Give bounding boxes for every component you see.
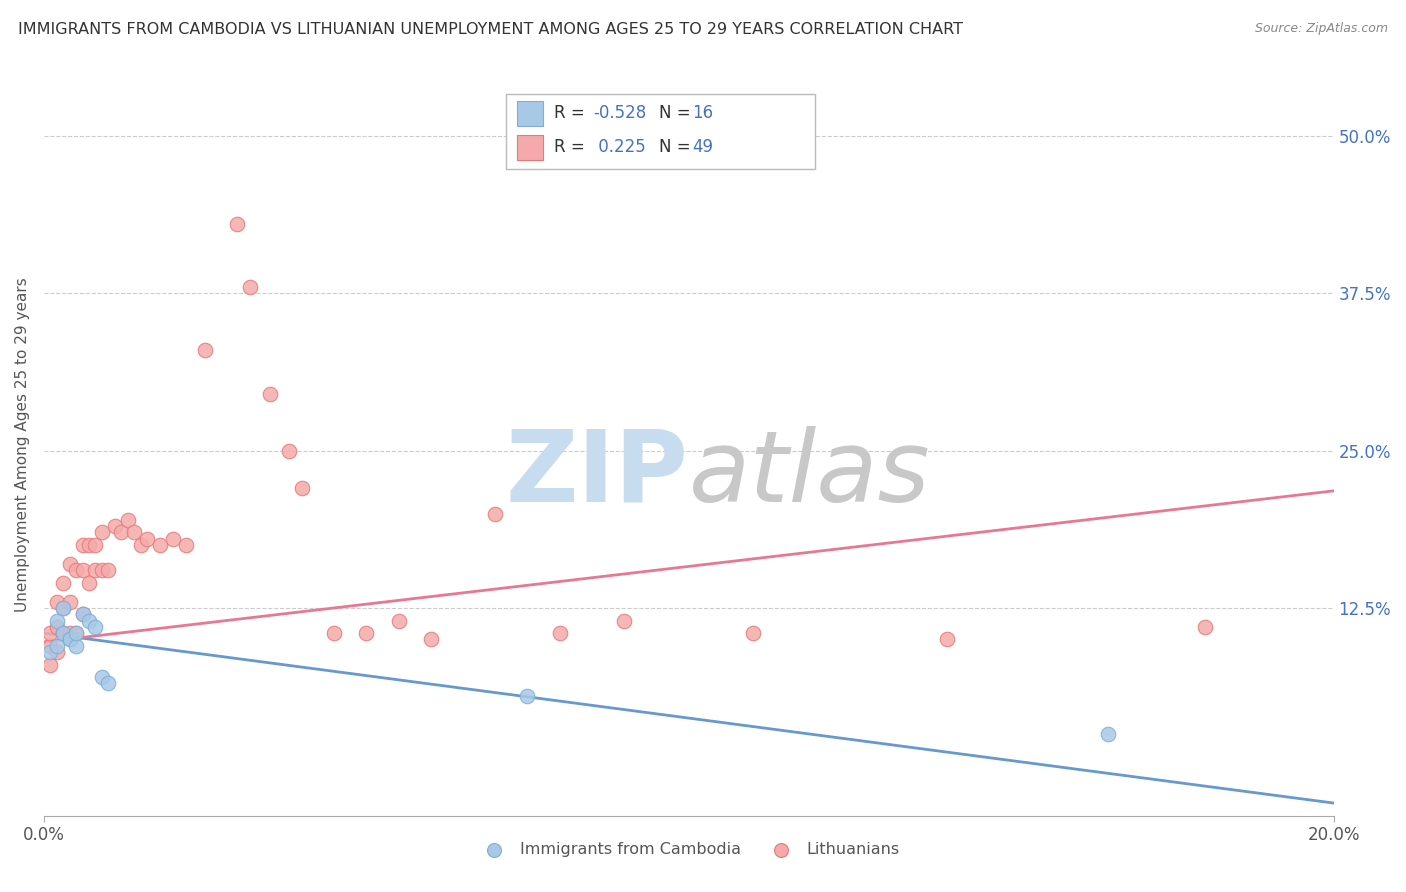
- Point: [72, 607, 94, 622]
- Point: [39, 657, 62, 672]
- Point: [72, 538, 94, 552]
- Point: [90, 563, 112, 577]
- Point: [419, 632, 441, 647]
- Point: [59, 632, 82, 647]
- Point: [72, 563, 94, 577]
- Point: [162, 532, 184, 546]
- Point: [117, 513, 139, 527]
- Point: [90, 670, 112, 684]
- Point: [104, 519, 127, 533]
- Legend: Immigrants from Cambodia, Lithuanians: Immigrants from Cambodia, Lithuanians: [472, 836, 905, 863]
- Text: R =: R =: [554, 138, 591, 156]
- Point: [52, 626, 75, 640]
- Point: [52, 575, 75, 590]
- Text: ZIP: ZIP: [506, 425, 689, 523]
- Point: [52, 601, 75, 615]
- Y-axis label: Unemployment Among Ages 25 to 29 years: Unemployment Among Ages 25 to 29 years: [15, 277, 30, 612]
- Text: IMMIGRANTS FROM CAMBODIA VS LITHUANIAN UNEMPLOYMENT AMONG AGES 25 TO 29 YEARS CO: IMMIGRANTS FROM CAMBODIA VS LITHUANIAN U…: [18, 22, 963, 37]
- Point: [387, 614, 409, 628]
- Point: [39, 626, 62, 640]
- Point: [174, 538, 197, 552]
- Point: [39, 639, 62, 653]
- Point: [239, 280, 262, 294]
- Point: [226, 217, 249, 231]
- Point: [84, 563, 107, 577]
- Point: [72, 607, 94, 622]
- Point: [935, 632, 957, 647]
- Point: [484, 507, 506, 521]
- Point: [323, 626, 346, 640]
- Point: [84, 538, 107, 552]
- Point: [1097, 727, 1119, 741]
- Point: [149, 538, 172, 552]
- Point: [110, 525, 132, 540]
- Point: [52, 601, 75, 615]
- Point: [97, 563, 120, 577]
- Point: [59, 557, 82, 571]
- Point: [742, 626, 765, 640]
- Point: [52, 626, 75, 640]
- Point: [59, 626, 82, 640]
- Point: [65, 626, 87, 640]
- Point: [65, 563, 87, 577]
- Point: [45, 614, 67, 628]
- Point: [90, 525, 112, 540]
- Point: [45, 620, 67, 634]
- Text: atlas: atlas: [689, 425, 931, 523]
- Point: [194, 343, 217, 357]
- Point: [129, 538, 152, 552]
- Point: [77, 575, 100, 590]
- Point: [45, 645, 67, 659]
- Text: R =: R =: [554, 104, 591, 122]
- Point: [136, 532, 159, 546]
- Point: [122, 525, 145, 540]
- Point: [356, 626, 378, 640]
- Text: 49: 49: [692, 138, 713, 156]
- Text: Source: ZipAtlas.com: Source: ZipAtlas.com: [1254, 22, 1388, 36]
- Point: [516, 689, 538, 703]
- Text: N =: N =: [659, 138, 696, 156]
- Point: [277, 443, 299, 458]
- Text: N =: N =: [659, 104, 696, 122]
- Point: [613, 614, 636, 628]
- Point: [1194, 620, 1216, 634]
- Text: -0.528: -0.528: [593, 104, 647, 122]
- Point: [45, 639, 67, 653]
- Point: [45, 594, 67, 608]
- Point: [548, 626, 571, 640]
- Point: [97, 676, 120, 690]
- Point: [59, 594, 82, 608]
- Point: [39, 645, 62, 659]
- Point: [77, 538, 100, 552]
- Point: [65, 626, 87, 640]
- Text: 0.225: 0.225: [593, 138, 647, 156]
- Point: [291, 481, 314, 495]
- Point: [59, 632, 82, 647]
- Point: [84, 620, 107, 634]
- Point: [77, 614, 100, 628]
- Text: 16: 16: [692, 104, 713, 122]
- Point: [65, 639, 87, 653]
- Point: [259, 387, 281, 401]
